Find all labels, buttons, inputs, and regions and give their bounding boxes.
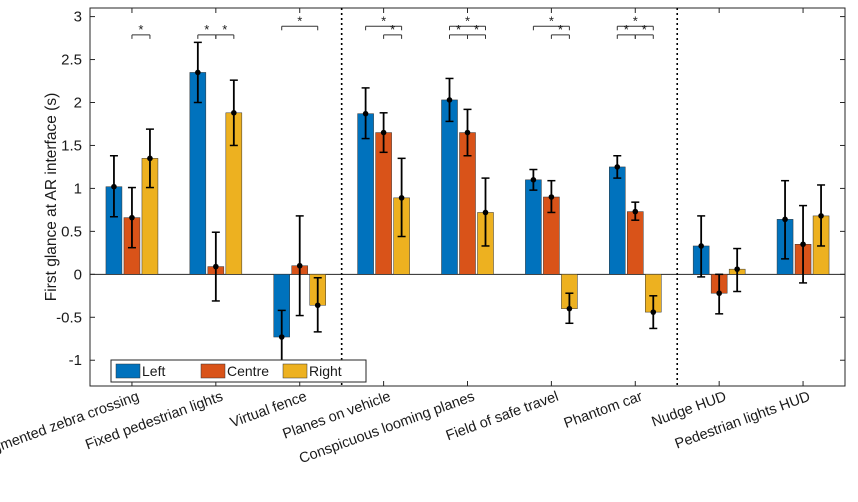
mean-point (632, 208, 639, 215)
y-tick-label: 0 (74, 266, 82, 283)
significance-star: * (633, 13, 638, 28)
x-tick-label: Fixed pedestrian lights (83, 389, 225, 454)
mean-point (530, 177, 537, 183)
significance-star: * (138, 22, 143, 37)
y-tick-label: 0.5 (61, 223, 82, 240)
mean-point (231, 110, 237, 116)
mean-point (213, 263, 219, 270)
mean-point (446, 97, 453, 103)
y-tick-label: 2 (74, 95, 82, 112)
significance-star: * (456, 22, 461, 37)
significance-star: * (642, 22, 647, 37)
mean-point (296, 262, 303, 269)
bar-left (525, 179, 542, 275)
mean-point (129, 214, 135, 221)
significance-star: * (558, 22, 563, 37)
mean-point (548, 194, 555, 200)
mean-point (566, 305, 573, 312)
mean-point (380, 129, 387, 136)
mean-point (362, 110, 369, 117)
mean-point (111, 183, 117, 190)
significance-star: * (549, 13, 554, 28)
bar-centre (375, 132, 392, 275)
bar-centre (627, 211, 644, 275)
significance-star: * (381, 13, 386, 28)
legend-swatch-left (115, 363, 141, 379)
mean-point (278, 334, 285, 340)
y-tick-label: 2.5 (61, 52, 82, 69)
x-tick-label: Pedestrian lights HUD (673, 389, 813, 453)
bar-left (609, 166, 626, 275)
significance-star: * (390, 22, 395, 37)
mean-point (482, 209, 489, 216)
mean-point (398, 195, 405, 201)
legend-label-left: Left (142, 363, 165, 379)
mean-point (314, 302, 321, 309)
y-tick-label: -0.5 (56, 309, 82, 326)
mean-point (800, 241, 806, 248)
mean-point (782, 216, 788, 223)
y-tick-label: 1.5 (61, 137, 82, 154)
mean-point (147, 155, 153, 162)
significance-star: * (222, 22, 227, 37)
legend-label-centre: Centre (227, 363, 269, 379)
significance-star: * (297, 13, 302, 28)
mean-point (464, 129, 471, 136)
significance-star: * (465, 13, 470, 28)
mean-point (195, 69, 201, 76)
mean-point (716, 290, 722, 297)
mean-point (818, 213, 824, 219)
significance-star: * (204, 22, 209, 37)
y-axis-title: First glance at AR interface (s) (43, 93, 60, 301)
legend-swatch-centre (200, 363, 226, 379)
significance-star: * (474, 22, 479, 37)
x-tick-label: Phantom car (562, 389, 645, 432)
y-tick-label: -1 (69, 352, 82, 369)
mean-point (698, 243, 704, 249)
legend-label-right: Right (309, 363, 342, 379)
mean-point (650, 309, 657, 315)
mean-point (614, 164, 621, 170)
significance-star: * (624, 22, 629, 37)
plot-area: -1-0.500.511.522.53* * ** **** ***** *Augment… (0, 7, 846, 467)
bar-left (441, 99, 458, 275)
y-tick-label: 3 (74, 9, 82, 26)
y-tick-label: 1 (74, 180, 82, 197)
mean-point (734, 266, 740, 272)
legend-swatch-right (282, 363, 308, 379)
